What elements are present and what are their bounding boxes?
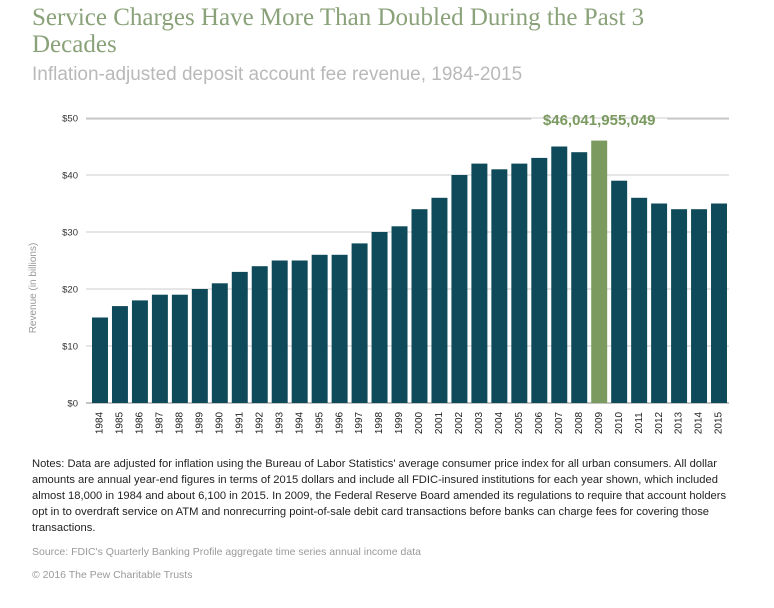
x-tick-label: 2014 bbox=[694, 411, 705, 434]
x-tick-label: 2012 bbox=[654, 411, 665, 434]
chart-copyright: © 2016 The Pew Charitable Trusts bbox=[32, 569, 193, 581]
bar bbox=[571, 152, 588, 403]
bar bbox=[451, 175, 468, 403]
bar bbox=[611, 180, 628, 403]
bar bbox=[331, 254, 348, 403]
x-tick-label: 1988 bbox=[175, 411, 186, 434]
x-tick-label: 2008 bbox=[574, 411, 585, 434]
chart-notes: Notes: Data are adjusted for inflation u… bbox=[32, 458, 727, 534]
bar bbox=[211, 283, 228, 403]
x-tick-label: 1987 bbox=[155, 411, 166, 434]
bar bbox=[631, 197, 648, 403]
x-tick-label: 2001 bbox=[434, 411, 445, 434]
x-tick-label: 1992 bbox=[254, 411, 265, 434]
bar bbox=[711, 203, 728, 403]
x-tick-label: 2010 bbox=[614, 411, 625, 434]
chart-title: Service Charges Have More Than Doubled D… bbox=[32, 4, 645, 58]
x-tick-label: 2000 bbox=[414, 411, 425, 434]
y-tick-label: $20 bbox=[62, 285, 78, 296]
x-tick-label: 2003 bbox=[474, 411, 485, 434]
y-tick-label: $30 bbox=[62, 228, 78, 239]
y-tick-label: $10 bbox=[62, 342, 78, 353]
x-tick-label: 1995 bbox=[314, 411, 325, 434]
y-tick-label: $0 bbox=[67, 399, 78, 410]
bar bbox=[671, 209, 688, 403]
x-tick-label: 1994 bbox=[294, 411, 305, 434]
bar bbox=[311, 254, 328, 403]
x-tick-label: 1989 bbox=[194, 411, 205, 434]
x-tick-label: 1999 bbox=[394, 411, 405, 434]
bar bbox=[391, 226, 408, 403]
x-tick-label: 2013 bbox=[674, 411, 685, 434]
x-tick-label: 2007 bbox=[554, 411, 565, 434]
x-tick-label: 1998 bbox=[374, 411, 385, 434]
x-tick-label: 1997 bbox=[354, 411, 365, 434]
x-tick-label: 2002 bbox=[454, 411, 465, 434]
bar bbox=[411, 209, 428, 403]
bar bbox=[551, 146, 568, 403]
y-tick-label: $40 bbox=[62, 171, 78, 182]
x-tick-label: 1996 bbox=[334, 411, 345, 434]
x-tick-label: 1990 bbox=[214, 411, 225, 434]
bar-chart: $0 $10 $20 $30 $40 $50 1984 1985 1986 1987 1988 198… bbox=[28, 112, 729, 434]
bar bbox=[151, 294, 168, 403]
x-tick-label: 2009 bbox=[594, 411, 605, 434]
bar bbox=[171, 294, 188, 403]
bar bbox=[491, 169, 508, 403]
x-tick-label: 1984 bbox=[95, 411, 106, 434]
x-tick-label: 2006 bbox=[534, 411, 545, 434]
x-tick-label: 1993 bbox=[274, 411, 285, 434]
bar bbox=[111, 306, 128, 403]
x-tick-label: 2011 bbox=[634, 412, 645, 434]
x-tick-label: 2004 bbox=[494, 411, 505, 434]
bar bbox=[271, 260, 288, 403]
bar-highlight bbox=[591, 140, 608, 403]
bar bbox=[531, 157, 548, 403]
bar bbox=[651, 203, 668, 403]
bar bbox=[511, 163, 528, 403]
x-tick-label: 2015 bbox=[714, 411, 725, 434]
bar bbox=[431, 197, 448, 403]
bar bbox=[191, 289, 208, 403]
y-tick-label: $50 bbox=[62, 114, 78, 125]
chart-subtitle: Inflation-adjusted deposit account fee r… bbox=[32, 64, 523, 85]
bar bbox=[471, 163, 488, 403]
bar bbox=[231, 271, 248, 403]
bar bbox=[371, 232, 388, 403]
x-tick-label: 1985 bbox=[115, 411, 126, 434]
bar bbox=[291, 260, 308, 403]
x-tick-label: 1986 bbox=[135, 411, 146, 434]
bar bbox=[131, 300, 148, 403]
highlight-value-label: $46,041,955,049 bbox=[543, 112, 656, 129]
chart-source: Source: FDIC's Quarterly Banking Profile… bbox=[32, 546, 421, 558]
x-tick-label: 1991 bbox=[234, 411, 245, 434]
bar bbox=[91, 317, 108, 403]
x-tick-label: 2005 bbox=[514, 411, 525, 434]
bar bbox=[351, 243, 368, 403]
bar bbox=[251, 266, 268, 403]
y-axis-label: Revenue (in billions) bbox=[28, 243, 39, 334]
bar bbox=[691, 209, 708, 403]
